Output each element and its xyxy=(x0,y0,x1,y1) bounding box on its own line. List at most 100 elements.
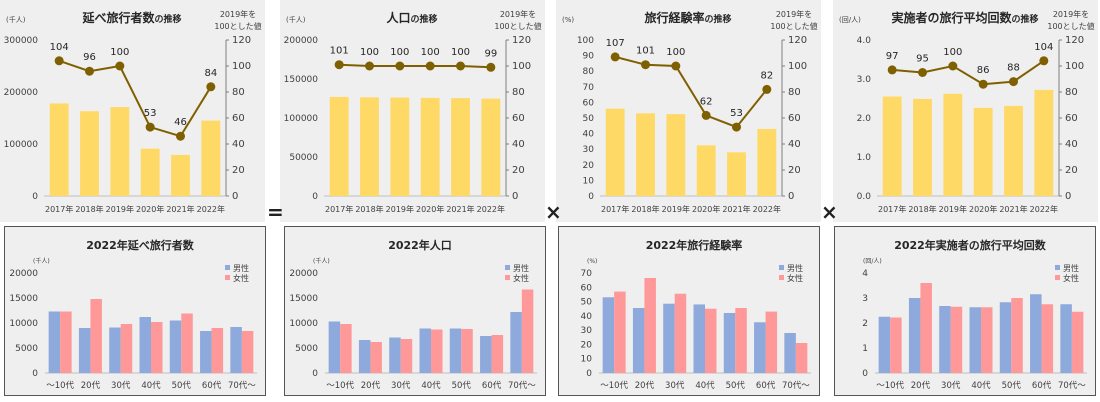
y-axis-unit: (千人) xyxy=(33,257,50,265)
left-tick-label: 1.0 xyxy=(857,153,872,163)
bar-male xyxy=(969,307,981,373)
chart-panel-experience-rate-2022: 2022年旅行経験率 (%) 0 10 20 30 40 50 60 70 ～10代 20代 30代 40… xyxy=(558,226,820,396)
left-tick-label: 4.0 xyxy=(857,36,872,46)
bar-male xyxy=(663,303,675,373)
y-tick-label: 1 xyxy=(862,344,868,354)
index-point xyxy=(176,131,185,141)
index-point xyxy=(948,61,958,71)
right-axis-label-line2: 100とした値 xyxy=(494,21,541,31)
index-data-label: 97 xyxy=(886,51,899,62)
legend-swatch xyxy=(779,275,784,280)
y-axis-unit: (回/人) xyxy=(863,258,882,265)
bar-male xyxy=(358,340,371,373)
avg-trips-2022-chart: 2022年実施者の旅行平均回数 (回/人) 0 1 2 3 4 ～10代 20代 30代 40代 50… xyxy=(862,238,1087,391)
legend-swatch xyxy=(779,265,784,270)
left-tick-label: 10 xyxy=(583,176,595,186)
index-line xyxy=(339,63,491,69)
index-point xyxy=(762,84,772,94)
index-point xyxy=(145,122,155,132)
legend-label-male: 男性 xyxy=(233,263,249,273)
bar-female xyxy=(521,289,534,373)
chart-panel-population-trend: 人口の推移 (千人) 2019年を 100とした値 0 50000 100000 150000… xyxy=(280,0,545,222)
x-tick-label: 2018年 xyxy=(908,204,936,214)
bar-male xyxy=(754,322,766,373)
x-tick-label: 50代 xyxy=(172,380,192,391)
bar-male xyxy=(723,313,736,373)
left-tick-label: 150000 xyxy=(284,75,319,85)
legend-label-male: 男性 xyxy=(513,263,529,273)
index-point xyxy=(918,68,927,77)
index-point xyxy=(365,61,374,71)
right-tick-label: 120 xyxy=(788,35,807,46)
index-line xyxy=(58,59,212,138)
x-tick-label: ～10代 xyxy=(326,380,354,391)
right-tick-label: 20 xyxy=(512,165,525,176)
index-data-label: 86 xyxy=(977,65,990,76)
index-point xyxy=(425,61,435,71)
legend-swatch xyxy=(1055,275,1060,280)
bar-male xyxy=(1060,304,1072,373)
bar xyxy=(696,145,716,196)
bar xyxy=(451,98,470,196)
bar-male xyxy=(328,321,341,373)
x-tick-label: 2021年 xyxy=(722,204,750,214)
bar-male xyxy=(139,317,151,373)
x-tick-label: 60代 xyxy=(482,380,502,391)
right-tick-label: 40 xyxy=(512,139,525,150)
x-tick-label: 2020年 xyxy=(136,204,164,214)
bar-male xyxy=(632,308,645,373)
x-tick-label: 2018年 xyxy=(75,204,103,214)
left-tick-label: 300000 xyxy=(4,36,39,46)
y-axis-unit: (千人) xyxy=(313,257,330,265)
x-tick-label: 2018年 xyxy=(631,204,659,214)
y-tick-label: 70 xyxy=(581,269,593,279)
bar-male xyxy=(48,311,61,373)
right-tick-label: 60 xyxy=(1065,113,1078,124)
right-tick-label: 100 xyxy=(512,61,531,72)
left-tick-label: 100 xyxy=(577,36,594,46)
left-tick-label: 0.0 xyxy=(857,192,872,202)
x-tick-label: 50代 xyxy=(726,380,746,391)
left-tick-label: 0 xyxy=(588,192,594,202)
chart-panel-avg-trips-2022: 2022年実施者の旅行平均回数 (回/人) 0 1 2 3 4 ～10代 20代 30代 40代 50… xyxy=(834,226,1096,396)
left-axis-unit: (%) xyxy=(562,16,574,24)
bar-female xyxy=(151,322,163,373)
x-tick-label: 2021年 xyxy=(999,204,1027,214)
bar xyxy=(943,93,963,196)
index-data-label: 100 xyxy=(390,47,409,58)
bar-male xyxy=(449,328,462,373)
bar-female xyxy=(461,329,473,373)
right-tick-label: 80 xyxy=(788,87,801,98)
y-tick-label: 20000 xyxy=(289,269,318,279)
bar-female xyxy=(950,306,963,373)
x-tick-label: 2017年 xyxy=(45,204,73,214)
travelers-2022-chart: 2022年延べ旅行者数 (千人) 0 5000 10000 15000 20000 ～10代 2… xyxy=(9,238,257,391)
chart-title-main: 旅行経験率 xyxy=(644,10,704,25)
bar xyxy=(140,148,160,196)
x-tick-label: 40代 xyxy=(971,380,991,391)
right-axis-label-line1: 2019年を xyxy=(500,9,536,19)
right-tick-label: 60 xyxy=(232,113,245,124)
x-tick-label: 30代 xyxy=(941,380,961,391)
bar xyxy=(757,128,777,196)
index-point xyxy=(456,61,465,71)
chart-title-suffix: の推移 xyxy=(411,13,438,25)
right-tick-label: 40 xyxy=(232,139,245,150)
bar-female xyxy=(120,324,133,373)
right-tick-label: 40 xyxy=(788,139,801,150)
legend-swatch xyxy=(225,265,230,270)
bar-female xyxy=(674,293,687,373)
left-tick-label: 50 xyxy=(583,114,595,124)
right-tick-label: 60 xyxy=(788,113,801,124)
x-tick-label: 2017年 xyxy=(325,204,353,214)
right-tick-label: 60 xyxy=(512,113,525,124)
index-data-label: 100 xyxy=(360,47,379,58)
right-tick-label: 40 xyxy=(1065,139,1078,150)
y-tick-label: 0 xyxy=(862,369,868,379)
x-tick-label: 50代 xyxy=(452,380,472,391)
bar-female xyxy=(90,299,102,373)
x-tick-label: 2018年 xyxy=(355,204,383,214)
bar-male xyxy=(510,312,522,373)
bar xyxy=(390,97,410,196)
bar-female xyxy=(211,328,224,373)
